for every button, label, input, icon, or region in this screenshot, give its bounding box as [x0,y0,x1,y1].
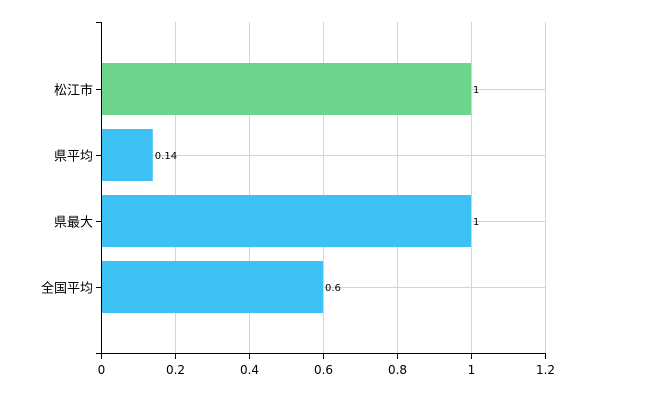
x-tick-label-4: 0.8 [388,363,407,377]
data-label-1: 0.14 [155,151,177,162]
x-tick-label-6: 1.2 [536,363,555,377]
x-tick-label-1: 0.2 [166,363,185,377]
x-tick-label-3: 0.6 [314,363,333,377]
bar-1 [101,129,153,181]
bar-layer [101,63,471,313]
data-label-2: 1 [473,217,479,228]
bar-3 [101,261,323,313]
data-label-3: 0.6 [325,283,341,294]
x-tick-label-2: 0.4 [240,363,259,377]
category-label-2: 県最大 [54,216,93,231]
data-label-0: 1 [473,85,479,96]
category-label-3: 全国平均 [41,281,93,297]
category-label-1: 県平均 [54,150,93,165]
bar-0 [101,63,471,115]
bar-2 [101,195,471,247]
axis-layer [96,22,546,359]
x-tick-label-5: 1 [468,363,476,377]
category-label-0: 松江市 [54,83,93,99]
x-tick-label-0: 0 [98,363,106,377]
